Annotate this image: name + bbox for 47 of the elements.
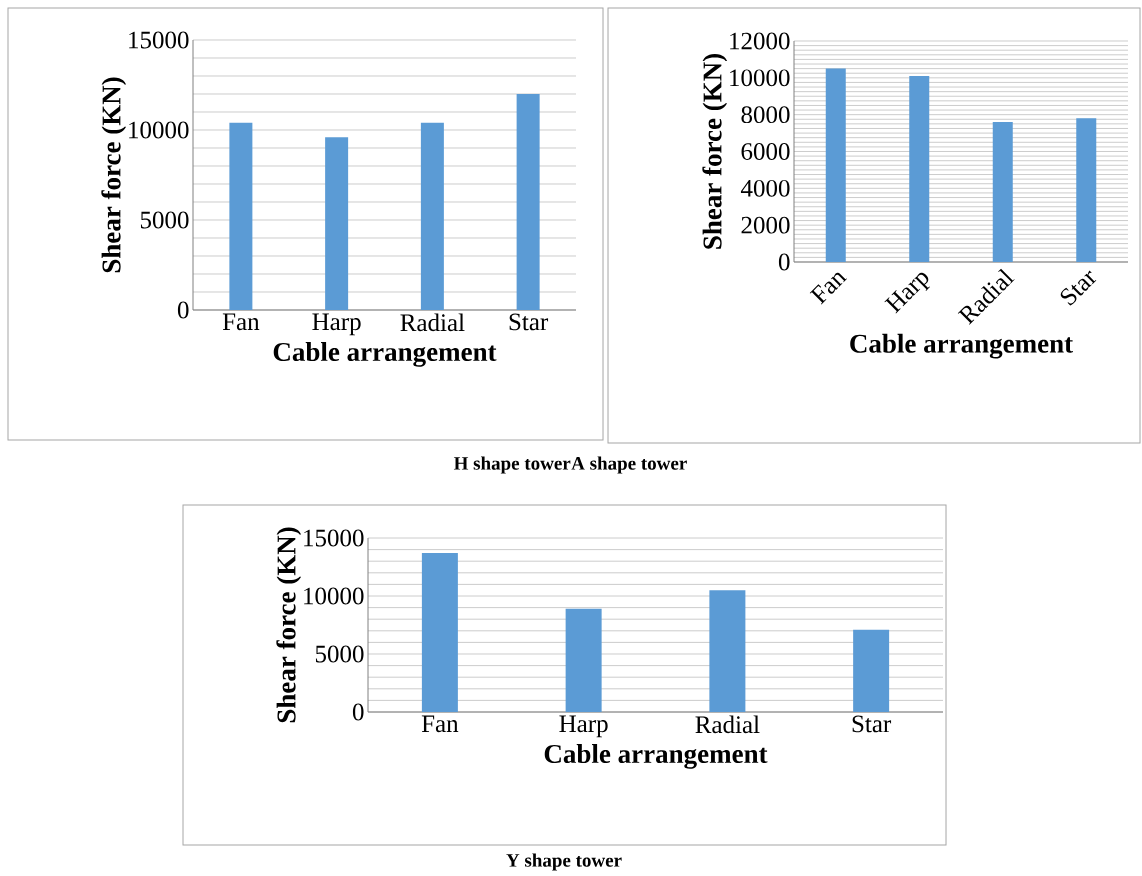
x-tick-label: Radial	[400, 313, 465, 332]
bar	[709, 590, 746, 712]
y-tick-label: 10000	[129, 121, 189, 139]
x-tick-label: Harp	[312, 313, 361, 336]
y-tick-label: 15000	[304, 529, 364, 547]
y-tick-label: 0	[778, 253, 790, 271]
y-axis-title: Shear force (KN)	[702, 53, 728, 249]
x-tick-label: Fan	[222, 313, 260, 331]
x-tick-label: Fan	[421, 715, 459, 733]
text: H shape tower	[453, 456, 571, 474]
bar	[992, 122, 1013, 262]
text: Y shape tower	[506, 853, 622, 871]
x-tick-label: Radial	[695, 715, 760, 734]
x-axis-title: Cable arrangement	[544, 744, 768, 769]
bar	[516, 94, 540, 310]
x-axis-title: Cable arrangement	[850, 333, 1073, 359]
y-tick-label: 0	[177, 301, 189, 319]
y-tick-label: 4000	[740, 179, 790, 197]
y-axis-title: Shear force (KN)	[101, 77, 127, 273]
x-tick-label: Harp	[884, 272, 930, 314]
y-tick-label: 0	[352, 703, 364, 721]
y-tick-label: 10000	[730, 69, 790, 87]
y-tick-label: 10000	[304, 587, 364, 605]
bar	[229, 122, 253, 310]
bar	[420, 122, 444, 310]
y-tick-label: 2000	[741, 216, 790, 234]
y-tick-label: 6000	[741, 143, 790, 160]
bar	[565, 608, 602, 712]
x-axis-title: Cable arrangement	[273, 342, 497, 367]
x-tick-label: Fan	[809, 272, 848, 305]
bar	[421, 553, 458, 712]
x-tick-label: Harp	[559, 715, 608, 738]
y-tick-label: 12000	[730, 32, 790, 50]
y-tick-label: 8000	[741, 106, 790, 124]
y-tick-label: 5000	[315, 645, 364, 663]
y-axis-title: Shear force (KN)	[276, 527, 302, 723]
x-tick-label: Star	[509, 313, 549, 331]
bar	[825, 68, 846, 262]
x-tick-label: Star	[1060, 270, 1097, 306]
y-tick-label: 15000	[129, 31, 189, 49]
bar	[325, 137, 349, 310]
bar	[853, 629, 890, 712]
y-tick-label: 5000	[140, 211, 189, 229]
x-tick-label: Star	[852, 715, 892, 733]
text: A shape tower	[571, 456, 687, 474]
bar	[1076, 118, 1097, 262]
bar	[909, 75, 930, 262]
